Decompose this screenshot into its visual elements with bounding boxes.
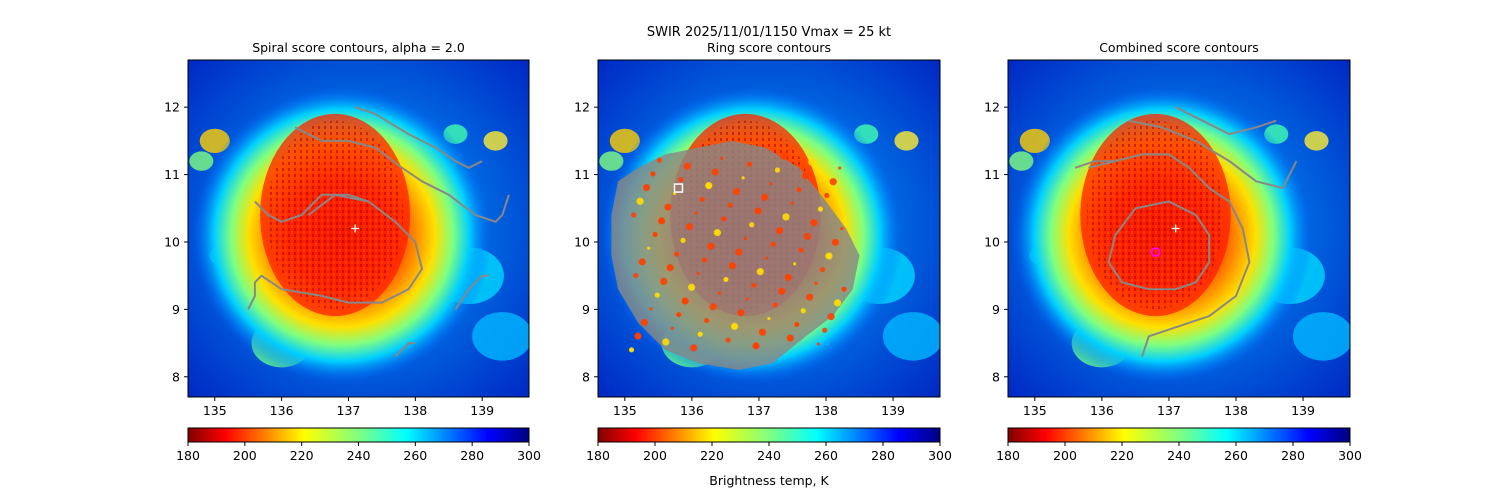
panel-3: Combined score contours 135 136 137 138 139 8 9… (984, 40, 1362, 463)
colorbar-tick-label: 220 (1110, 448, 1134, 463)
colorbar-tick-label: 180 (176, 448, 200, 463)
colorbar-label: Brightness temp, K (709, 473, 829, 488)
colorbar-tick-label: 220 (700, 448, 724, 463)
colorbar-tick-label: 200 (1053, 448, 1077, 463)
colorbar-gradient (1007, 427, 1351, 443)
y-tick-label: 11 (164, 167, 180, 182)
contour-line-1 (294, 126, 510, 223)
x-tick-label: 137 (337, 403, 361, 418)
colorbar-tick-label: 260 (403, 448, 427, 463)
contour-line-3 (1074, 160, 1116, 169)
panel-2: Ring score contours 135 136 137 138 139 8 9 10 11… (574, 40, 952, 488)
colorbar-tick-label: 280 (1281, 448, 1305, 463)
panel-1: Spiral score contours, alpha = 2.0 135 136… (164, 40, 541, 463)
colorbar-tick-label: 240 (757, 448, 781, 463)
contour-line-6 (394, 342, 416, 358)
colorbar-tick-label: 280 (460, 448, 484, 463)
colorbar-3: 180 200 220 240 260 280 300 (996, 427, 1362, 463)
contour-line-1 (1107, 200, 1211, 291)
contour-line-5 (454, 274, 489, 310)
x-tick-label: 136 (680, 403, 704, 418)
x-tick-label: 138 (1224, 403, 1248, 418)
colorbar-tick-label: 260 (1224, 448, 1248, 463)
x-tick-label: 139 (470, 403, 494, 418)
colorbar-tick-label: 200 (233, 448, 257, 463)
colorbar-tick-label: 240 (1167, 448, 1191, 463)
center-plus-marker (1171, 224, 1180, 233)
y-tick-label: 10 (164, 234, 180, 249)
colorbar-tick-label: 300 (928, 448, 952, 463)
colorbar-tick-label: 280 (871, 448, 895, 463)
satellite-image (188, 60, 529, 397)
y-tick-label: 11 (574, 167, 590, 182)
x-tick-label: 136 (1090, 403, 1114, 418)
x-tick-label: 137 (1157, 403, 1181, 418)
x-tick-label: 135 (1023, 403, 1047, 418)
x-tick-label: 138 (403, 403, 427, 418)
y-tick-label: 12 (164, 100, 180, 115)
center-plus-marker (351, 224, 360, 233)
x-tick-label: 135 (613, 403, 637, 418)
contour-line-3 (254, 193, 369, 223)
colorbar-tick-label: 240 (347, 448, 371, 463)
y-tick-label: 8 (992, 369, 1000, 384)
x-tick-label: 135 (203, 403, 227, 418)
contour-line-2 (1088, 153, 1251, 357)
figure-suptitle: SWIR 2025/11/01/1150 Vmax = 25 kt (647, 25, 891, 40)
colorbar-1: 180 200 220 240 260 280 300 (176, 427, 541, 463)
y-tick-label: 11 (984, 167, 1000, 182)
satellite-image (1008, 60, 1350, 397)
panel-title: Combined score contours (1099, 40, 1259, 55)
colorbar-gradient (187, 427, 530, 443)
x-tick-label: 139 (1291, 403, 1315, 418)
x-tick-label: 137 (747, 403, 771, 418)
y-tick-label: 10 (574, 234, 590, 249)
x-tick-label: 139 (881, 403, 905, 418)
colorbar-tick-label: 300 (517, 448, 541, 463)
x-tick-label: 136 (270, 403, 294, 418)
colorbar-tick-label: 180 (586, 448, 610, 463)
y-tick-label: 12 (984, 100, 1000, 115)
axes-frame (597, 59, 941, 398)
x-tick-label: 138 (814, 403, 838, 418)
y-tick-label: 9 (172, 302, 180, 317)
colorbar-tick-label: 260 (814, 448, 838, 463)
ring-contour-region (611, 140, 860, 370)
colorbar-tick-label: 300 (1338, 448, 1362, 463)
satellite-image (598, 60, 940, 397)
y-tick-label: 9 (992, 302, 1000, 317)
contour-line-2 (247, 193, 423, 310)
panel-title: Ring score contours (707, 40, 831, 55)
colorbar-gradient (597, 427, 941, 443)
axes-frame (187, 59, 530, 398)
colorbar-2: 180 200 220 240 260 280 300 Brightness temp, K (586, 427, 952, 488)
y-tick-label: 10 (984, 234, 1000, 249)
combined-center-circle-marker (1150, 247, 1161, 257)
y-tick-label: 12 (574, 100, 590, 115)
colorbar-tick-label: 200 (643, 448, 667, 463)
contour-line-5 (1175, 106, 1277, 136)
y-tick-label: 8 (172, 369, 180, 384)
axes-frame (1007, 59, 1351, 398)
colorbar-tick-label: 220 (290, 448, 314, 463)
y-tick-label: 8 (582, 369, 590, 384)
panel-title: Spiral score contours, alpha = 2.0 (252, 40, 465, 55)
colorbar-tick-label: 180 (996, 448, 1020, 463)
ring-center-square-marker (673, 183, 684, 193)
contour-line-4 (1128, 119, 1298, 190)
y-tick-label: 9 (582, 302, 590, 317)
contour-line-4 (354, 106, 483, 169)
